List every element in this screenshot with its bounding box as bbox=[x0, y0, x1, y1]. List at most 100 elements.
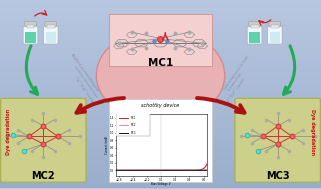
FancyBboxPatch shape bbox=[249, 21, 260, 26]
Bar bbox=[0, 83, 321, 85]
Bar bbox=[0, 28, 321, 30]
Bar bbox=[0, 173, 321, 175]
Text: Applied as metalloligand: Applied as metalloligand bbox=[70, 53, 100, 92]
Bar bbox=[0, 66, 321, 68]
Bar bbox=[0, 128, 321, 130]
FancyBboxPatch shape bbox=[247, 26, 262, 44]
Bar bbox=[0, 175, 321, 177]
Bar bbox=[0, 23, 321, 24]
Text: Fe³⁺/Cd²⁺ cluster: Fe³⁺/Cd²⁺ cluster bbox=[226, 77, 246, 104]
Bar bbox=[0, 92, 321, 94]
Polygon shape bbox=[25, 32, 36, 43]
Bar bbox=[0, 139, 321, 141]
Bar bbox=[0, 34, 321, 36]
Bar bbox=[0, 124, 321, 126]
Polygon shape bbox=[249, 32, 260, 43]
Bar bbox=[0, 17, 321, 19]
Bar bbox=[0, 130, 321, 132]
Bar bbox=[0, 6, 321, 8]
Bar bbox=[0, 26, 321, 28]
Bar bbox=[0, 32, 321, 34]
Bar bbox=[0, 107, 321, 109]
Bar bbox=[0, 109, 321, 111]
Bar bbox=[0, 181, 321, 183]
Bar bbox=[0, 126, 321, 128]
Bar bbox=[0, 137, 321, 139]
FancyBboxPatch shape bbox=[27, 25, 34, 28]
Bar bbox=[0, 2, 321, 4]
Bar bbox=[0, 158, 321, 160]
Bar bbox=[0, 73, 321, 75]
Text: tetranuclear: tetranuclear bbox=[228, 71, 244, 92]
Bar bbox=[0, 134, 321, 136]
Bar bbox=[0, 75, 321, 77]
Bar bbox=[0, 177, 321, 179]
Polygon shape bbox=[270, 32, 280, 43]
Bar bbox=[0, 171, 321, 173]
Bar bbox=[0, 79, 321, 81]
Bar bbox=[0, 71, 321, 73]
Bar bbox=[0, 64, 321, 66]
Bar bbox=[0, 169, 321, 171]
Bar bbox=[0, 40, 321, 41]
FancyBboxPatch shape bbox=[267, 26, 282, 44]
Bar bbox=[0, 4, 321, 6]
Bar bbox=[0, 166, 321, 167]
Bar bbox=[0, 85, 321, 87]
Text: MC2: MC2 bbox=[31, 171, 55, 181]
Bar bbox=[0, 186, 321, 188]
Bar bbox=[0, 30, 321, 32]
Bar bbox=[0, 164, 321, 166]
Bar bbox=[0, 88, 321, 90]
Bar bbox=[0, 136, 321, 137]
Bar bbox=[0, 184, 321, 186]
Bar bbox=[0, 113, 321, 115]
FancyBboxPatch shape bbox=[23, 26, 38, 44]
FancyBboxPatch shape bbox=[271, 25, 279, 28]
Bar bbox=[0, 38, 321, 40]
Bar bbox=[0, 9, 321, 11]
Bar bbox=[0, 143, 321, 145]
Bar bbox=[0, 77, 321, 79]
Bar bbox=[0, 111, 321, 113]
Bar bbox=[0, 57, 321, 58]
Bar bbox=[0, 15, 321, 17]
Bar bbox=[0, 53, 321, 55]
FancyBboxPatch shape bbox=[25, 21, 36, 26]
Bar bbox=[0, 90, 321, 92]
FancyBboxPatch shape bbox=[1, 98, 86, 182]
Bar bbox=[0, 55, 321, 57]
Bar bbox=[0, 13, 321, 15]
Bar bbox=[0, 43, 321, 45]
Bar bbox=[0, 24, 321, 26]
Bar bbox=[0, 179, 321, 181]
Bar bbox=[0, 151, 321, 153]
Bar bbox=[0, 160, 321, 162]
FancyBboxPatch shape bbox=[251, 25, 258, 28]
FancyBboxPatch shape bbox=[43, 26, 58, 44]
Bar bbox=[0, 156, 321, 158]
Bar bbox=[0, 70, 321, 71]
Bar bbox=[0, 154, 321, 156]
Bar bbox=[0, 62, 321, 64]
FancyBboxPatch shape bbox=[109, 99, 212, 182]
Bar bbox=[0, 117, 321, 119]
Bar bbox=[0, 98, 321, 100]
Bar bbox=[0, 183, 321, 184]
Bar bbox=[0, 87, 321, 88]
Bar bbox=[0, 51, 321, 53]
Bar bbox=[0, 11, 321, 13]
Bar bbox=[0, 58, 321, 60]
FancyBboxPatch shape bbox=[47, 25, 55, 28]
Text: Dye degradation: Dye degradation bbox=[5, 109, 11, 155]
Bar bbox=[0, 45, 321, 47]
FancyBboxPatch shape bbox=[45, 21, 56, 26]
Text: Dye degradation: Dye degradation bbox=[310, 109, 316, 155]
Bar bbox=[0, 41, 321, 43]
Bar bbox=[0, 19, 321, 21]
Bar bbox=[0, 8, 321, 9]
Bar bbox=[0, 21, 321, 23]
Bar bbox=[0, 0, 321, 2]
Bar bbox=[0, 115, 321, 117]
Bar bbox=[0, 105, 321, 107]
